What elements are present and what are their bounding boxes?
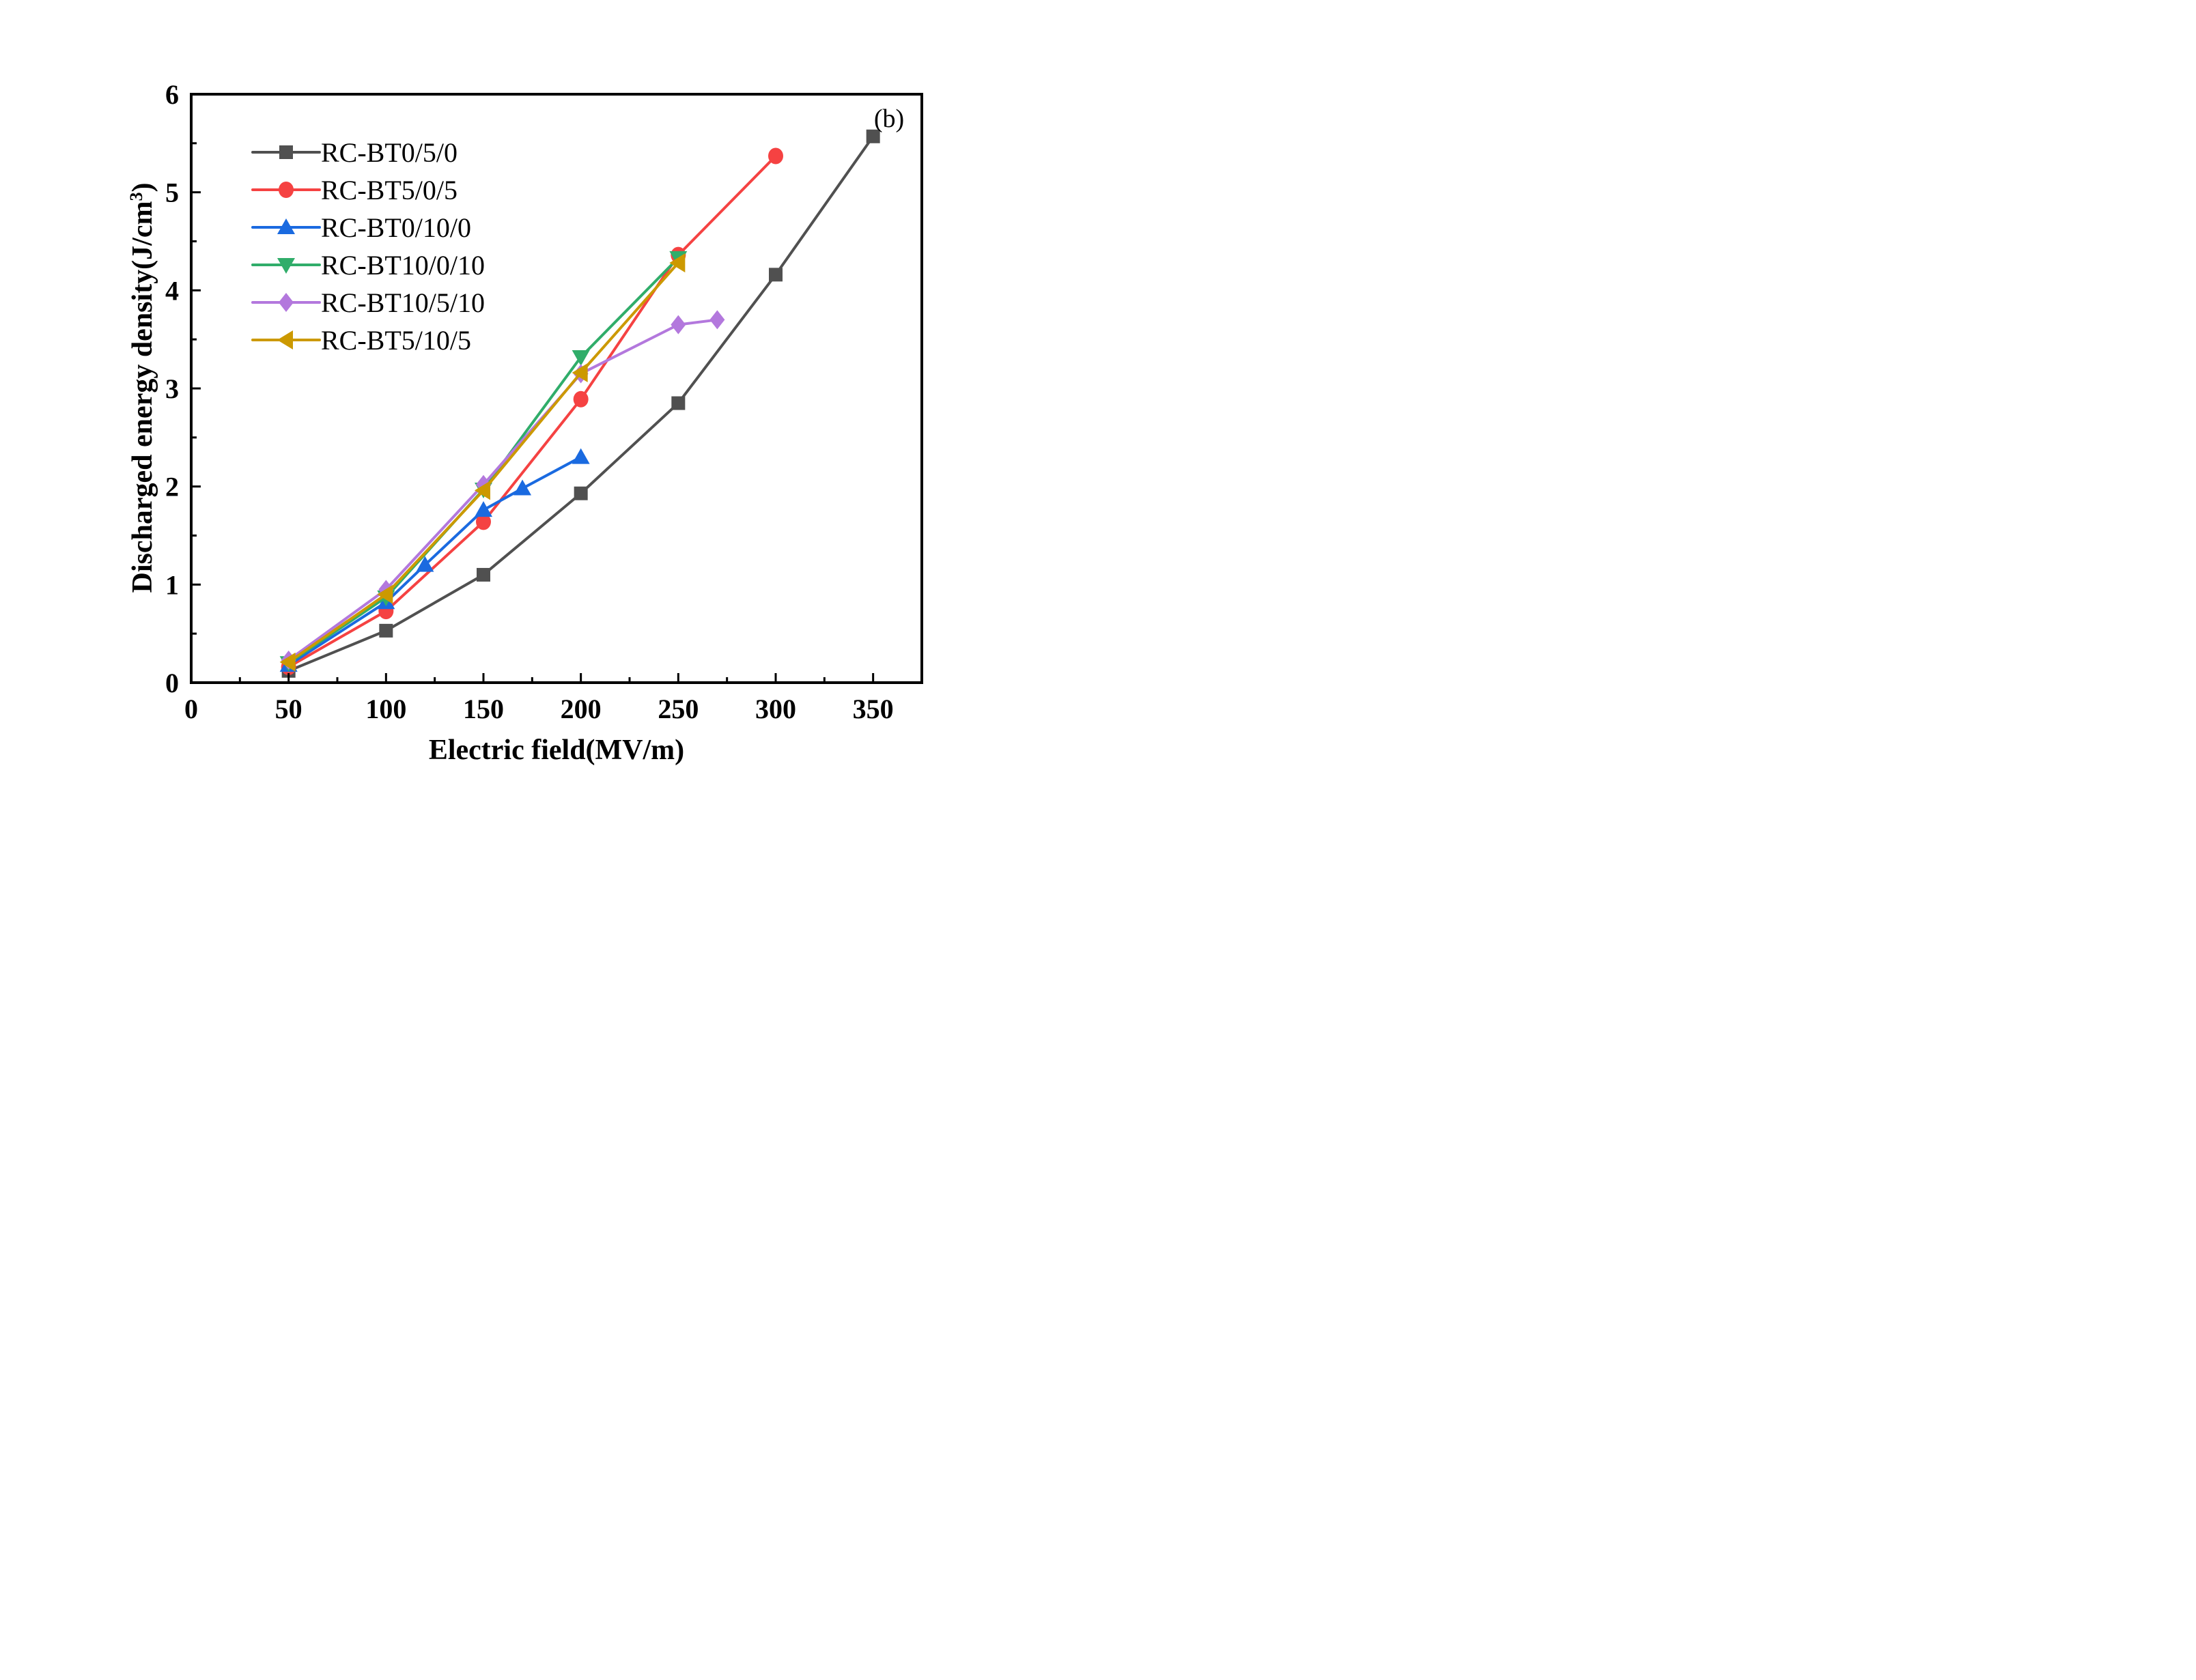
y-axis-title-suffix: )	[127, 183, 158, 193]
x-tick-label: 0	[184, 694, 198, 724]
series-6	[279, 253, 686, 672]
legend-marker	[279, 293, 294, 312]
x-tick-label: 50	[275, 694, 302, 724]
legend-label: RC-BT5/0/5	[321, 175, 458, 205]
legend-label: RC-BT10/5/10	[321, 287, 485, 318]
series-1	[281, 129, 880, 678]
y-tick-label: 1	[165, 569, 179, 600]
data-point	[769, 268, 783, 282]
y-tick-label: 2	[165, 472, 179, 502]
legend-marker	[277, 330, 293, 350]
x-tick-label: 150	[463, 694, 504, 724]
data-point	[279, 652, 296, 672]
data-point	[379, 623, 393, 638]
legend-marker	[277, 218, 295, 234]
x-axis: 0 50 100 150 200 250 300 350	[184, 673, 894, 724]
x-tick-label: 100	[365, 694, 406, 724]
legend: RC-BT0/5/0 RC-BT5/0/5 RC-BT0/10/0 RC-BT10/0…	[251, 137, 485, 356]
data-point	[573, 390, 589, 408]
y-axis: 0 1 2 3 4 5 6	[165, 79, 201, 698]
legend-item: RC-BT5/0/5	[251, 175, 458, 205]
y-tick-label: 4	[165, 275, 179, 306]
chart: 0 50 100 150 200 250 300 350 0 1 2 3 4 5 6 RC-BT0/5/0…	[126, 79, 923, 766]
data-point	[476, 513, 491, 530]
legend-item: RC-BT5/10/5	[251, 325, 471, 356]
series-5	[281, 310, 725, 670]
x-tick-label: 350	[853, 694, 894, 724]
data-point	[669, 253, 686, 273]
legend-label: RC-BT0/5/0	[321, 137, 458, 168]
data-point	[377, 584, 393, 604]
y-axis-title-superscript: 3	[126, 193, 146, 201]
legend-marker	[279, 182, 294, 198]
data-point	[513, 479, 532, 496]
x-tick-label: 200	[561, 694, 602, 724]
legend-label: RC-BT10/0/10	[321, 250, 485, 281]
y-axis-title-main: Discharged energy density(J/cm	[127, 201, 158, 593]
series-line	[287, 155, 777, 668]
series-3	[279, 448, 590, 672]
data-point	[475, 501, 492, 517]
data-point	[709, 310, 725, 330]
legend-item: RC-BT0/10/0	[251, 212, 471, 243]
data-point	[572, 448, 590, 464]
data-point	[477, 567, 490, 582]
x-tick-label: 300	[755, 694, 796, 724]
data-point	[572, 350, 590, 367]
legend-item: RC-BT0/5/0	[251, 137, 458, 168]
legend-marker	[279, 145, 293, 159]
y-tick-label: 6	[165, 79, 179, 110]
y-axis-title: Discharged energy density(J/cm3)	[126, 183, 159, 593]
series-line	[287, 455, 582, 666]
y-tick-label: 5	[165, 177, 179, 208]
data-point	[574, 486, 588, 500]
series-line	[287, 261, 679, 664]
data-point	[416, 556, 434, 572]
data-point	[572, 363, 588, 383]
series-line	[287, 257, 679, 664]
x-tick-label: 250	[658, 694, 699, 724]
x-axis-title: Electric field(MV/m)	[429, 735, 684, 766]
series-line	[287, 318, 718, 661]
data-point	[475, 481, 490, 500]
legend-label: RC-BT0/10/0	[321, 212, 471, 243]
y-tick-label: 3	[165, 373, 179, 404]
annotation-label: (b)	[874, 104, 904, 133]
legend-label: RC-BT5/10/5	[321, 325, 471, 356]
data-point	[671, 396, 686, 410]
legend-item: RC-BT10/5/10	[251, 287, 485, 318]
data-point	[768, 147, 783, 165]
data-point	[671, 315, 686, 334]
legend-marker	[277, 258, 295, 274]
legend-item: RC-BT10/0/10	[251, 250, 485, 281]
plot-area	[279, 129, 880, 678]
y-tick-label: 0	[165, 668, 179, 698]
data-point	[866, 129, 880, 143]
